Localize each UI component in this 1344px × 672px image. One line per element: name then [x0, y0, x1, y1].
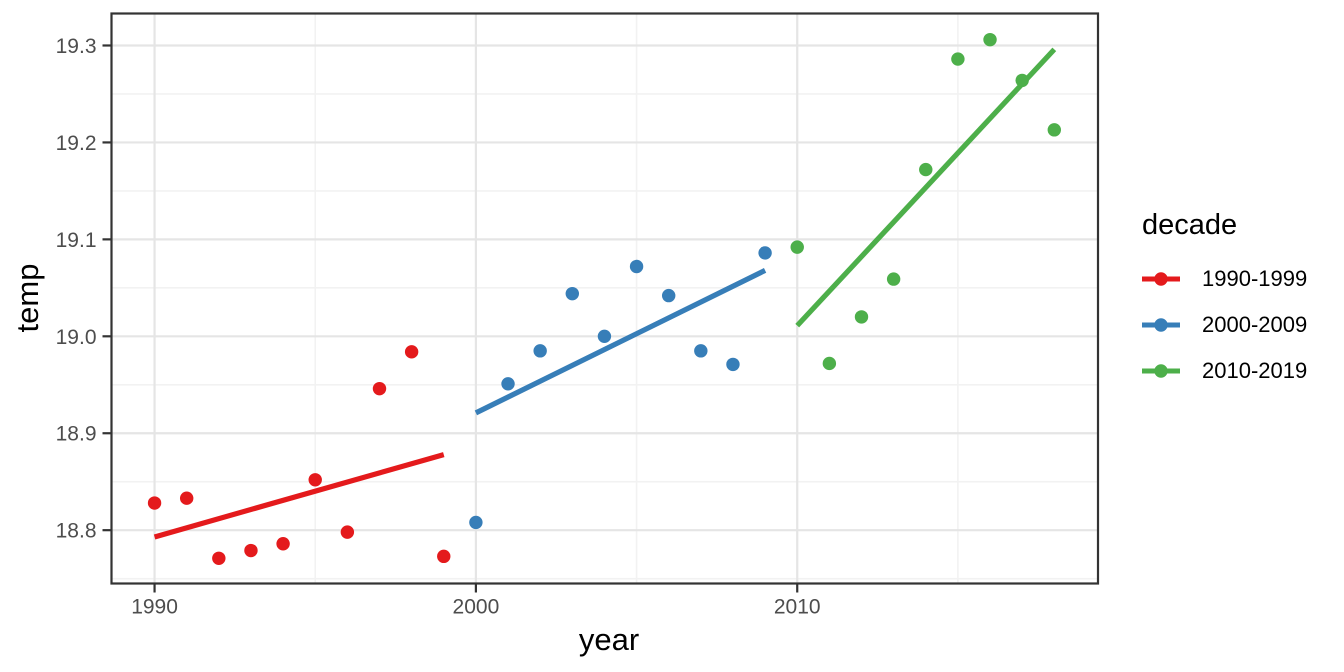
legend-entry: 1990-1999 — [1140, 256, 1307, 302]
trend-line-2000-2009 — [474, 268, 767, 416]
data-point — [565, 286, 579, 301]
data-point — [597, 329, 612, 344]
data-point — [726, 357, 740, 372]
data-point — [629, 259, 644, 274]
data-point — [822, 356, 837, 371]
data-point — [372, 381, 387, 396]
legend-label: 2000-2009 — [1202, 312, 1308, 337]
legend-entry: 2000-2009 — [1140, 302, 1307, 348]
data-point — [147, 496, 162, 510]
data-point — [919, 162, 933, 177]
data-point — [308, 473, 322, 487]
data-point — [983, 32, 997, 47]
legend-entry: 2010-2019 — [1140, 348, 1307, 394]
x-tick-label: 2000 — [453, 596, 500, 619]
data-point — [886, 272, 901, 286]
data-point — [340, 525, 355, 539]
y-tick-label: 19.2 — [56, 132, 97, 155]
legend-title: decade — [1142, 209, 1238, 241]
data-point — [951, 52, 965, 66]
legend-key-line-dot-icon — [1142, 318, 1180, 332]
legend-label: 1990-1999 — [1202, 266, 1308, 291]
x-tick-label: 2010 — [774, 596, 821, 619]
data-point — [854, 310, 869, 324]
x-axis-title: year — [578, 622, 640, 657]
y-axis-title: temp — [10, 263, 45, 333]
data-point — [758, 246, 772, 260]
panel-border — [110, 12, 1100, 585]
data-point — [212, 551, 226, 565]
data-point — [244, 543, 258, 558]
data-point — [661, 288, 676, 303]
x-tick-label: 1990 — [131, 596, 178, 619]
data-point — [694, 344, 708, 358]
data-point — [179, 491, 194, 505]
y-tick-label: 19.0 — [56, 326, 97, 349]
y-tick-label: 18.9 — [56, 423, 97, 446]
data-point — [1015, 73, 1029, 88]
legend-key-line-dot-icon — [1142, 364, 1180, 378]
data-point — [469, 515, 483, 530]
data-point — [404, 345, 419, 359]
data-point — [1047, 123, 1061, 137]
data-point — [437, 549, 451, 564]
data-point — [501, 377, 515, 391]
legend-key-line-dot-icon — [1142, 272, 1180, 286]
y-tick-label: 19.1 — [56, 229, 97, 252]
legend: decade 1990-1999 2000-2009 2010-2019 — [1140, 209, 1307, 394]
legend-label: 2010-2019 — [1202, 358, 1308, 383]
data-point — [276, 537, 290, 551]
y-tick-label: 18.8 — [56, 520, 97, 543]
y-tick-label: 19.3 — [56, 35, 97, 58]
data-point — [790, 240, 804, 254]
trend-line-2010-2019 — [795, 47, 1057, 328]
trend-line-1990-1999 — [153, 452, 445, 540]
data-point — [533, 344, 547, 358]
